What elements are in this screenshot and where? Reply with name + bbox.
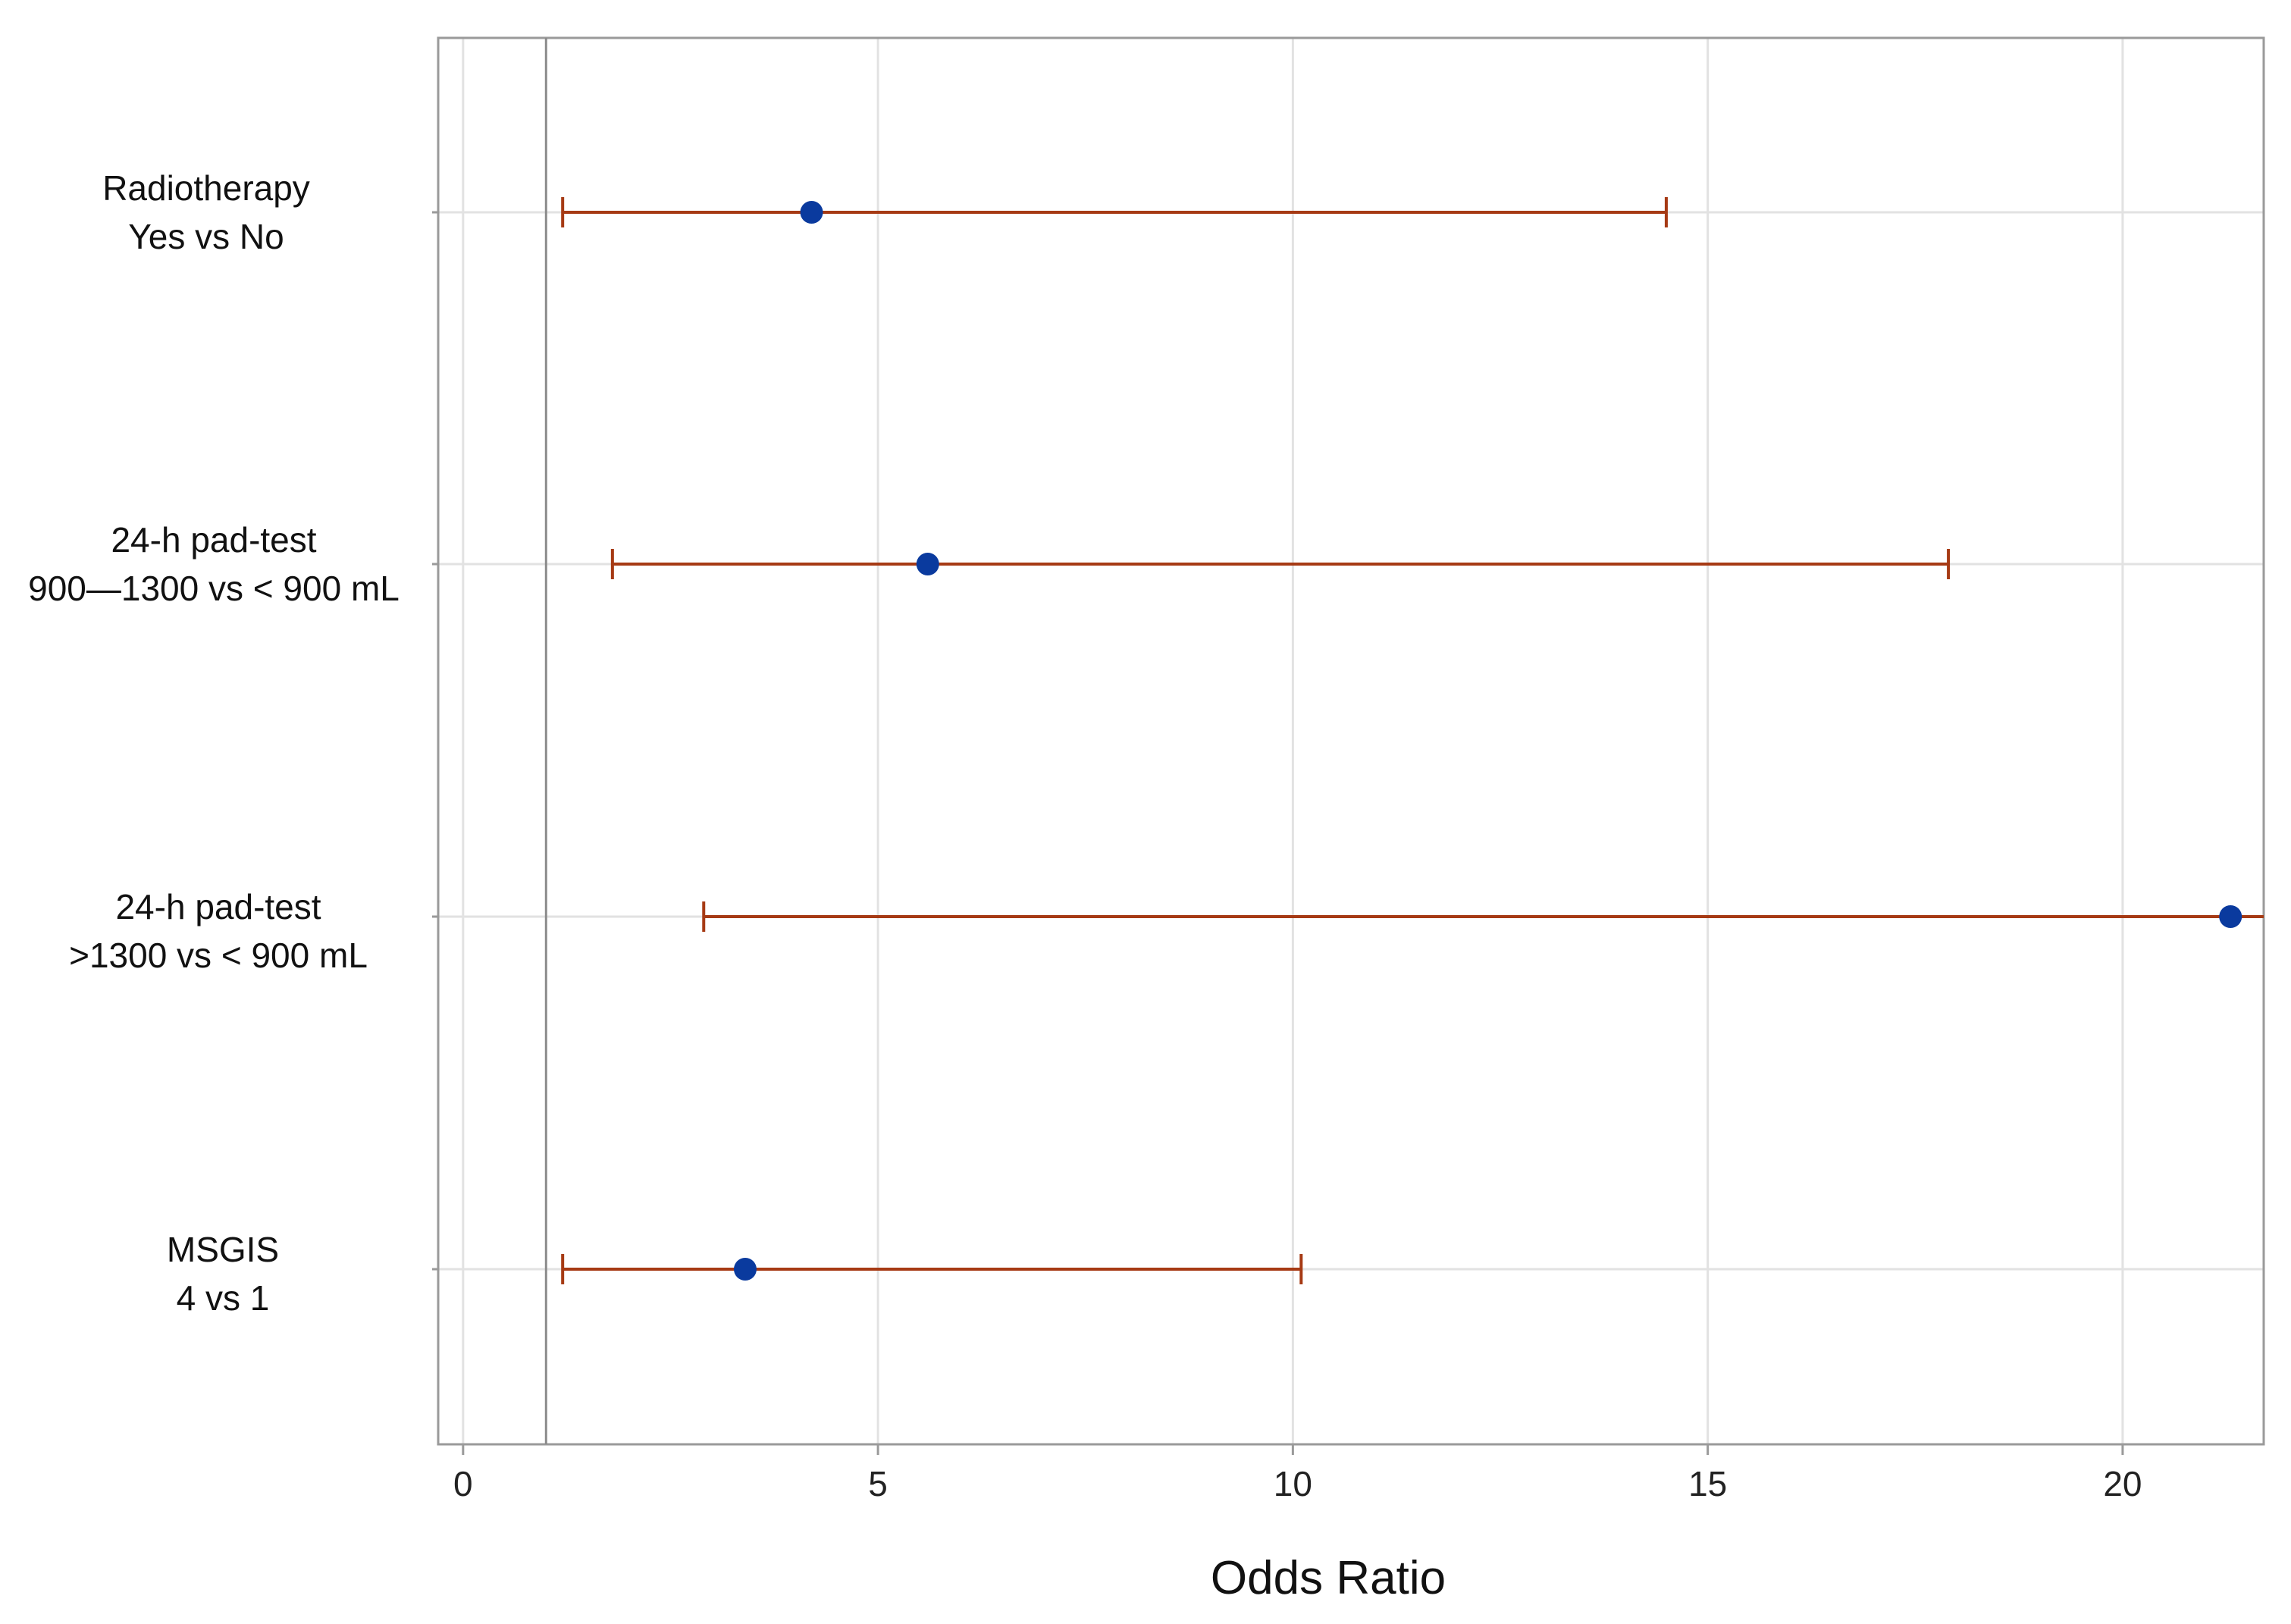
x-tick-label-20: 20 <box>2103 1464 2142 1503</box>
row-label-padtest-over-1300-line1: 24-h pad-test <box>115 887 321 926</box>
x-tick-label-0: 0 <box>453 1464 473 1503</box>
row-label-msgis-line1: MSGIS <box>166 1230 280 1269</box>
point-estimate-row-0 <box>800 201 823 224</box>
row-label-msgis-line2: 4 vs 1 <box>176 1278 270 1318</box>
x-tick-label-5: 5 <box>868 1464 888 1503</box>
row-label-padtest-900-1300: 24-h pad-test 900—1300 vs < 900 mL <box>28 516 400 613</box>
x-tick-label-15: 15 <box>1688 1464 1727 1503</box>
x-tick-label-10: 10 <box>1274 1464 1312 1503</box>
point-estimate-row-2 <box>2219 905 2242 928</box>
point-estimate-row-1 <box>916 553 939 575</box>
x-axis-title: Odds Ratio <box>1210 1552 1446 1604</box>
row-label-padtest-over-1300: 24-h pad-test >1300 vs < 900 mL <box>69 883 368 980</box>
row-label-msgis: MSGIS 4 vs 1 <box>167 1225 279 1322</box>
row-label-padtest-900-1300-line1: 24-h pad-test <box>111 520 317 560</box>
row-label-radiotherapy: Radiotherapy Yes vs No <box>102 164 310 261</box>
row-label-padtest-over-1300-line2: >1300 vs < 900 mL <box>69 936 368 975</box>
row-label-radiotherapy-line1: Radiotherapy <box>102 168 310 208</box>
plot-frame <box>437 36 2265 1446</box>
row-label-padtest-900-1300-line2: 900—1300 vs < 900 mL <box>28 569 400 608</box>
point-estimate-row-3 <box>733 1258 757 1281</box>
row-label-radiotherapy-line2: Yes vs No <box>128 217 284 256</box>
